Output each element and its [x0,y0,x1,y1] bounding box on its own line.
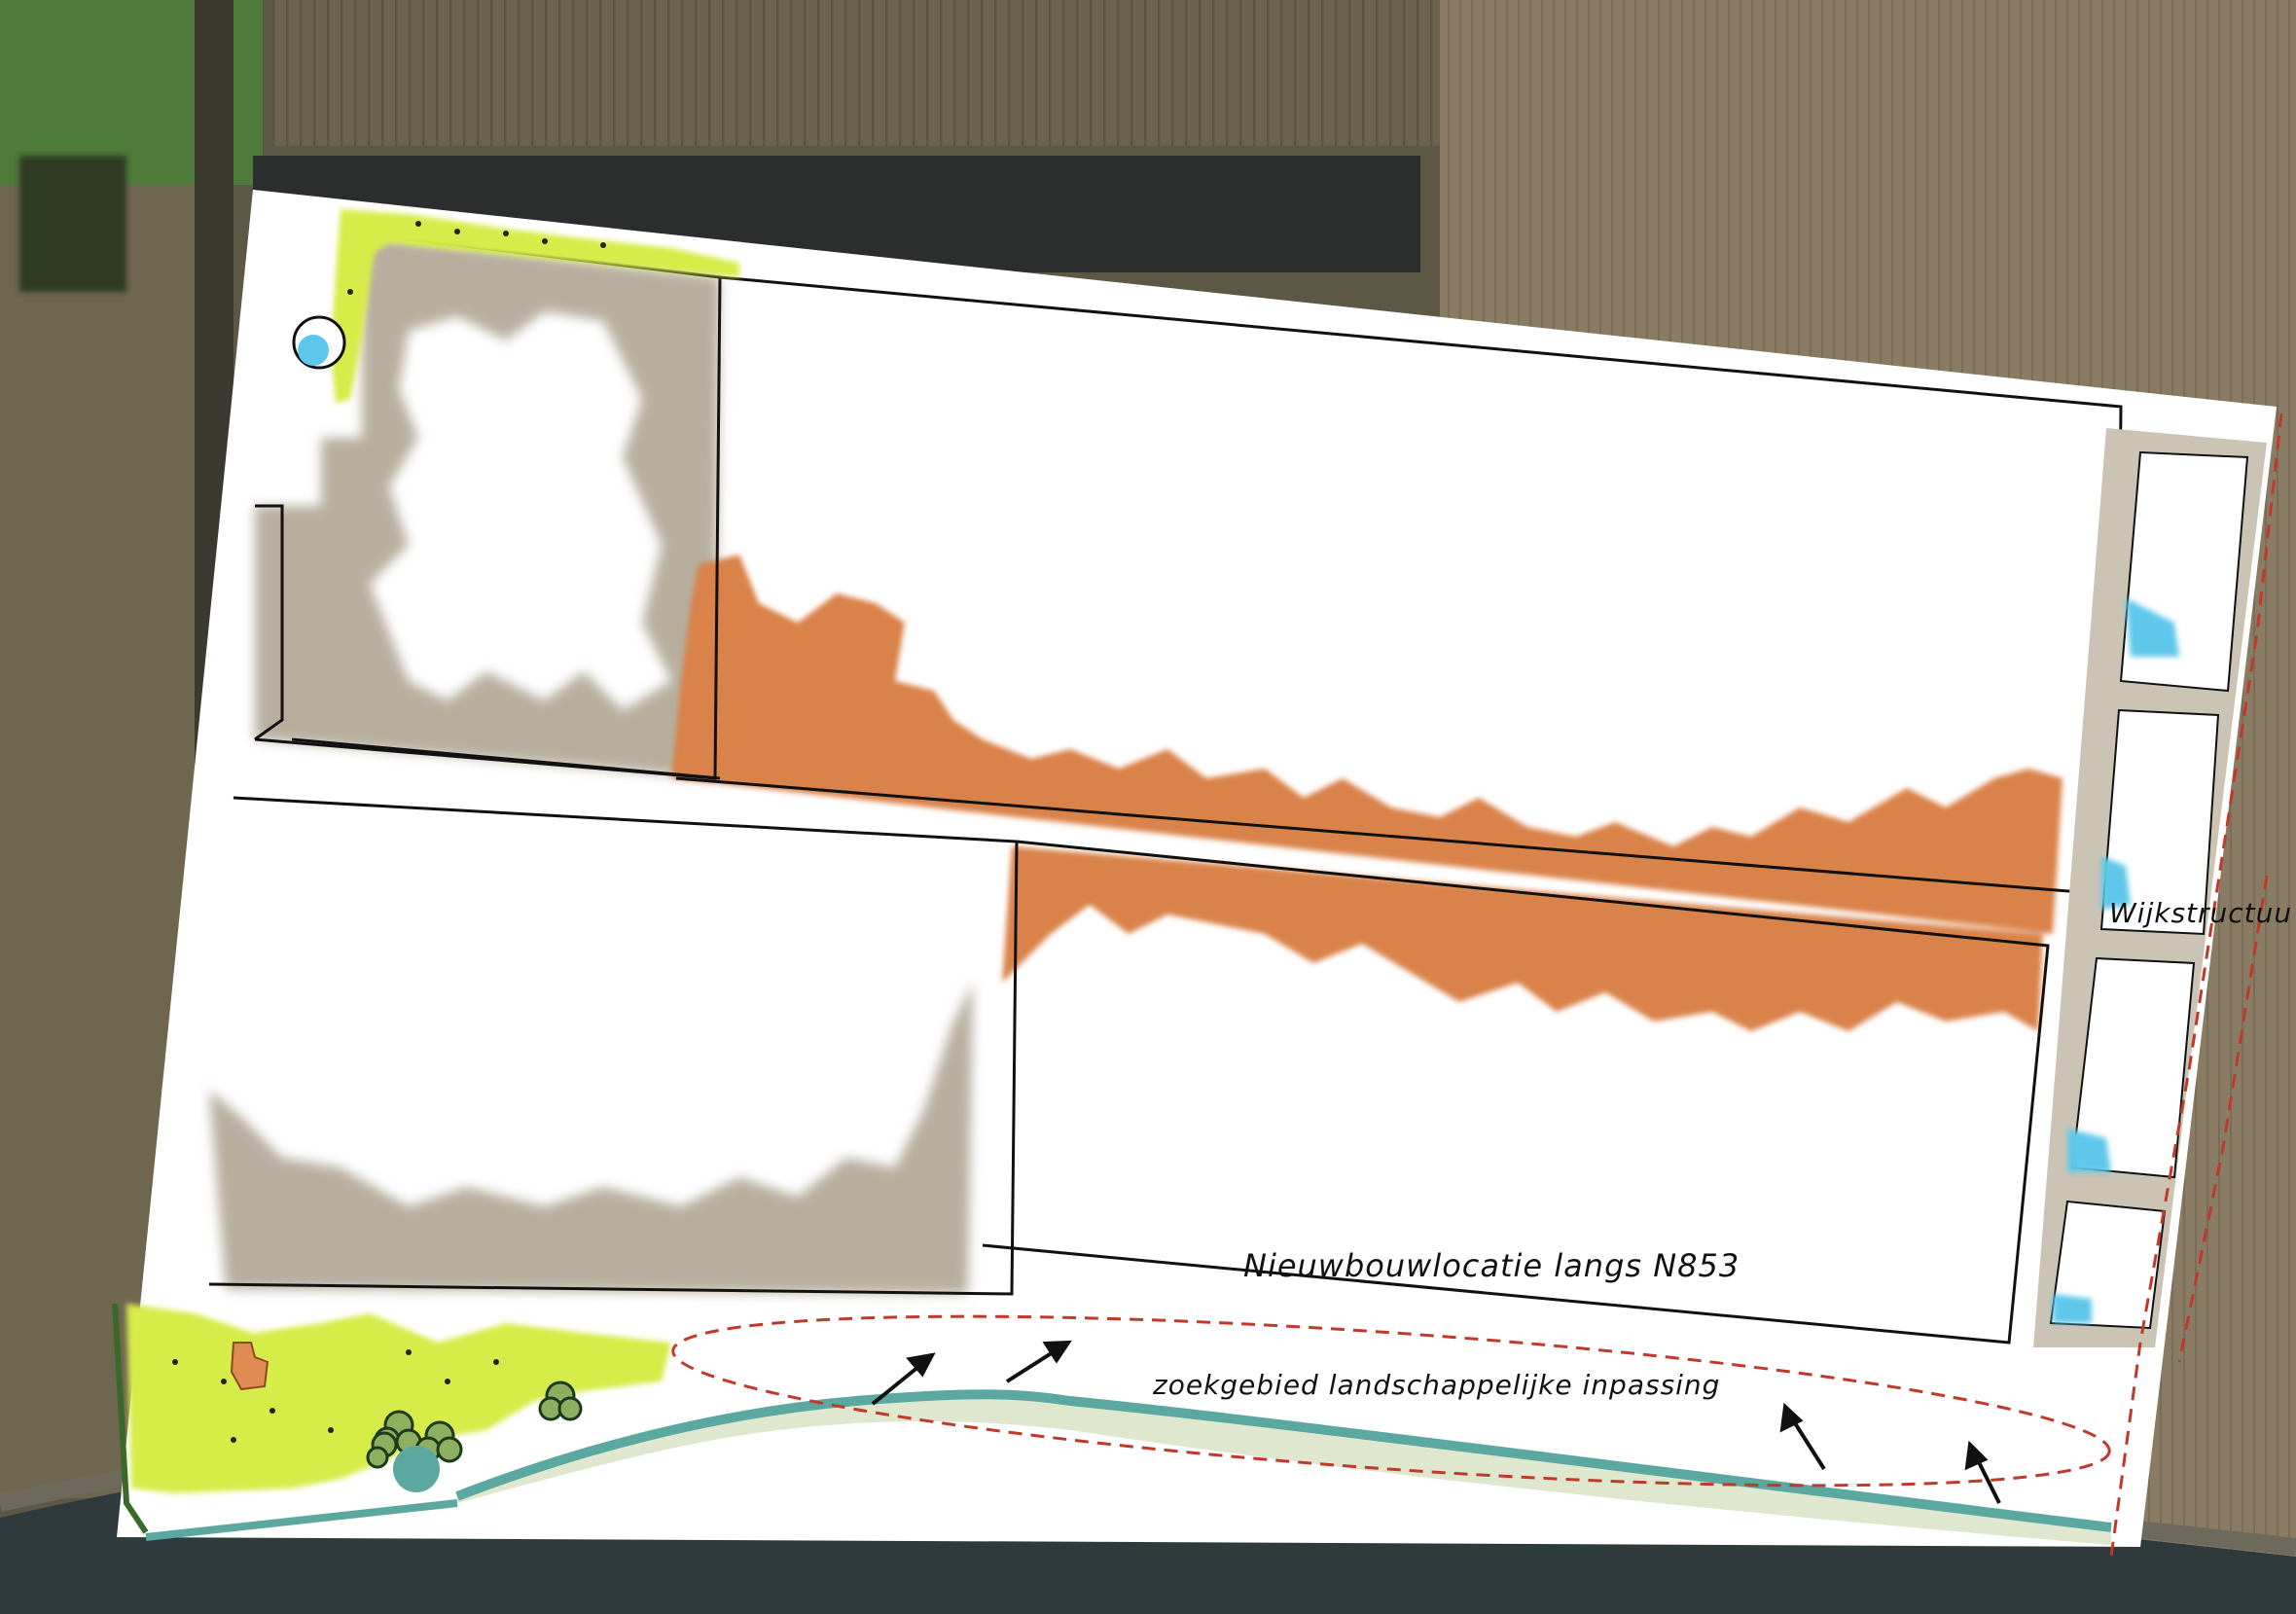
dike [112,1303,2112,1545]
tree-icon [538,1381,583,1421]
house-icon [230,1342,269,1391]
pond-icon [393,1446,440,1492]
courtyard-water [2053,598,2179,1323]
block-outlines [208,232,2123,1345]
block-east [982,840,2050,1345]
arrow-icon [1005,1340,1072,1383]
grey-built-zones [209,233,973,1294]
green-dots [172,221,606,1443]
search-area-outlines [671,412,2283,1558]
block-west [208,796,1019,1296]
arrow-icon [1964,1440,2001,1504]
arrow-icon [1779,1402,1826,1471]
tree-icon [366,1431,398,1469]
green-zones [126,209,739,1493]
pond-icon [292,315,346,370]
arrow-icons [871,1340,2001,1504]
east-strip [2033,428,2267,1347]
arrow-icon [871,1352,936,1406]
label-wijkstructuur: Wijkstructuu [2109,897,2293,929]
search-area-east [2109,412,2283,1558]
orange-built-zones [671,555,2063,1031]
label-nieuwbouwlocatie: Nieuwbouwlocatie langs N853 [1243,1247,1740,1284]
tree-cluster [19,156,126,292]
field-north [272,0,1440,146]
label-zoekgebied: zoekgebied landschappelijke inpassing [1153,1369,1721,1401]
search-area-ellipse [671,1314,2111,1488]
